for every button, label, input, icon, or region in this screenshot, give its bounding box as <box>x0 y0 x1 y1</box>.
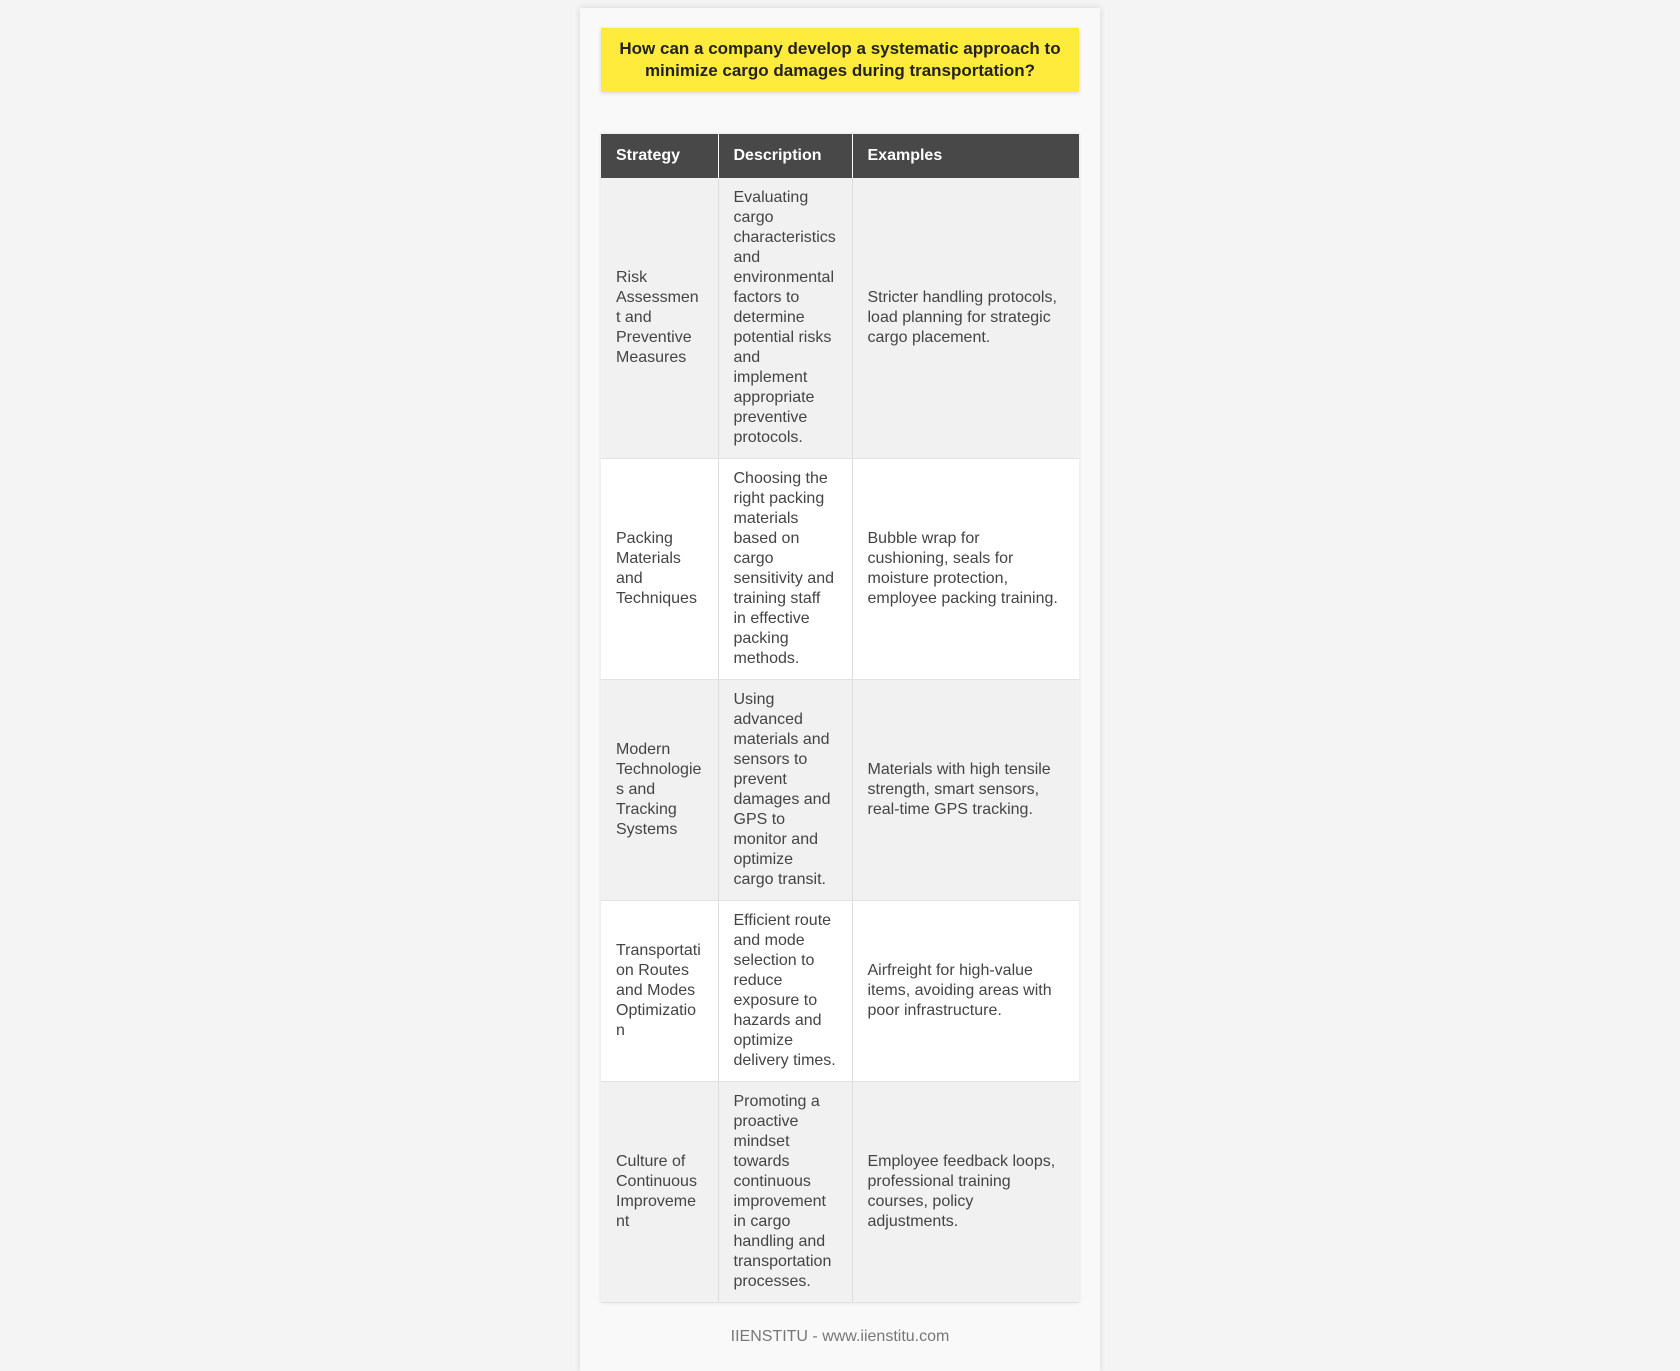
table-row: Transportation Routes and Modes Optimiza… <box>601 900 1079 1082</box>
strategy-cell: Culture of Continuous Improvement <box>601 1081 719 1303</box>
examples-cell: Bubble wrap for cushioning, seals for mo… <box>852 458 1079 680</box>
strategy-cell: Risk Assessment and Preventive Measures <box>601 178 719 459</box>
examples-cell: Employee feedback loops, professional tr… <box>852 1081 1079 1303</box>
strategy-cell: Transportation Routes and Modes Optimiza… <box>601 900 719 1082</box>
page-title: How can a company develop a systematic a… <box>601 28 1079 92</box>
strategy-cell: Packing Materials and Techniques <box>601 458 719 680</box>
examples-cell: Materials with high tensile strength, sm… <box>852 679 1079 901</box>
description-cell: Efficient route and mode selection to re… <box>718 900 853 1082</box>
examples-cell: Airfreight for high-value items, avoidin… <box>852 900 1079 1082</box>
table-header-row: Strategy Description Examples <box>601 134 1079 178</box>
header-strategy: Strategy <box>601 134 719 178</box>
strategy-cell: Modern Technologies and Tracking Systems <box>601 679 719 901</box>
examples-cell: Stricter handling protocols, load planni… <box>852 178 1079 459</box>
content-card: How can a company develop a systematic a… <box>580 8 1100 1371</box>
table-row: Modern Technologies and Tracking Systems… <box>601 679 1079 901</box>
table-row: Culture of Continuous Improvement Promot… <box>601 1081 1079 1303</box>
footer-credit: IIENSTITU - www.iienstitu.com <box>730 1328 950 1345</box>
description-cell: Promoting a proactive mindset towards co… <box>718 1081 853 1303</box>
header-examples: Examples <box>852 134 1079 178</box>
table-row: Risk Assessment and Preventive Measures … <box>601 178 1079 459</box>
strategy-table: Strategy Description Examples Risk Asses… <box>601 134 1079 1303</box>
description-cell: Using advanced materials and sensors to … <box>718 679 853 901</box>
header-description: Description <box>718 134 853 178</box>
description-cell: Choosing the right packing materials bas… <box>718 458 853 680</box>
table-row: Packing Materials and Techniques Choosin… <box>601 458 1079 680</box>
description-cell: Evaluating cargo characteristics and env… <box>718 178 853 459</box>
